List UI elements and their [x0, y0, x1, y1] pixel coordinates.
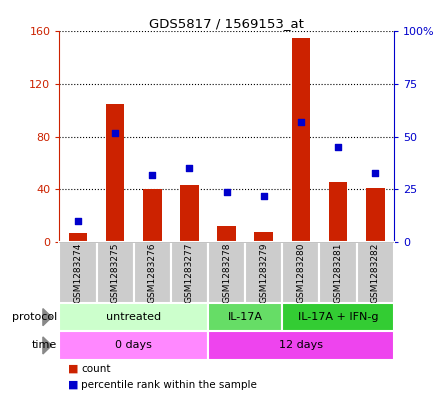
- Bar: [59, 303, 208, 331]
- Bar: [357, 242, 394, 303]
- Bar: [208, 331, 394, 360]
- Point: [186, 165, 193, 171]
- Point: [260, 193, 267, 199]
- Point: [149, 171, 156, 178]
- Bar: [208, 242, 245, 303]
- Text: GSM1283277: GSM1283277: [185, 242, 194, 303]
- Bar: [366, 188, 385, 242]
- Text: GSM1283281: GSM1283281: [334, 242, 343, 303]
- Text: ■: ■: [68, 364, 79, 373]
- Text: 12 days: 12 days: [279, 340, 323, 351]
- Polygon shape: [43, 337, 52, 354]
- Bar: [96, 242, 134, 303]
- Point: [74, 218, 81, 224]
- Bar: [329, 182, 347, 242]
- Point: [223, 188, 230, 195]
- Text: GSM1283282: GSM1283282: [371, 242, 380, 303]
- Point: [334, 144, 341, 151]
- Bar: [59, 331, 208, 360]
- Bar: [171, 242, 208, 303]
- Text: time: time: [32, 340, 57, 351]
- Title: GDS5817 / 1569153_at: GDS5817 / 1569153_at: [149, 17, 304, 30]
- Text: percentile rank within the sample: percentile rank within the sample: [81, 380, 257, 390]
- Text: count: count: [81, 364, 111, 373]
- Point: [112, 129, 119, 136]
- Bar: [292, 38, 310, 242]
- Bar: [59, 242, 96, 303]
- Bar: [282, 242, 319, 303]
- Text: IL-17A + IFN-g: IL-17A + IFN-g: [298, 312, 378, 322]
- Bar: [245, 242, 282, 303]
- Bar: [217, 226, 236, 242]
- Bar: [134, 242, 171, 303]
- Text: GSM1283278: GSM1283278: [222, 242, 231, 303]
- Point: [297, 119, 304, 125]
- Bar: [143, 189, 161, 242]
- Text: 0 days: 0 days: [115, 340, 152, 351]
- Bar: [106, 104, 125, 242]
- Text: GSM1283279: GSM1283279: [259, 242, 268, 303]
- Text: untreated: untreated: [106, 312, 161, 322]
- Bar: [319, 242, 357, 303]
- Text: GSM1283274: GSM1283274: [73, 242, 82, 303]
- Bar: [180, 185, 199, 242]
- Text: GSM1283275: GSM1283275: [110, 242, 120, 303]
- Bar: [208, 303, 282, 331]
- Text: ■: ■: [68, 380, 79, 390]
- Text: protocol: protocol: [12, 312, 57, 322]
- Text: GSM1283280: GSM1283280: [297, 242, 305, 303]
- Text: IL-17A: IL-17A: [227, 312, 263, 322]
- Text: GSM1283276: GSM1283276: [148, 242, 157, 303]
- Bar: [69, 233, 87, 242]
- Bar: [282, 303, 394, 331]
- Polygon shape: [43, 309, 52, 326]
- Bar: [254, 231, 273, 242]
- Point: [372, 169, 379, 176]
